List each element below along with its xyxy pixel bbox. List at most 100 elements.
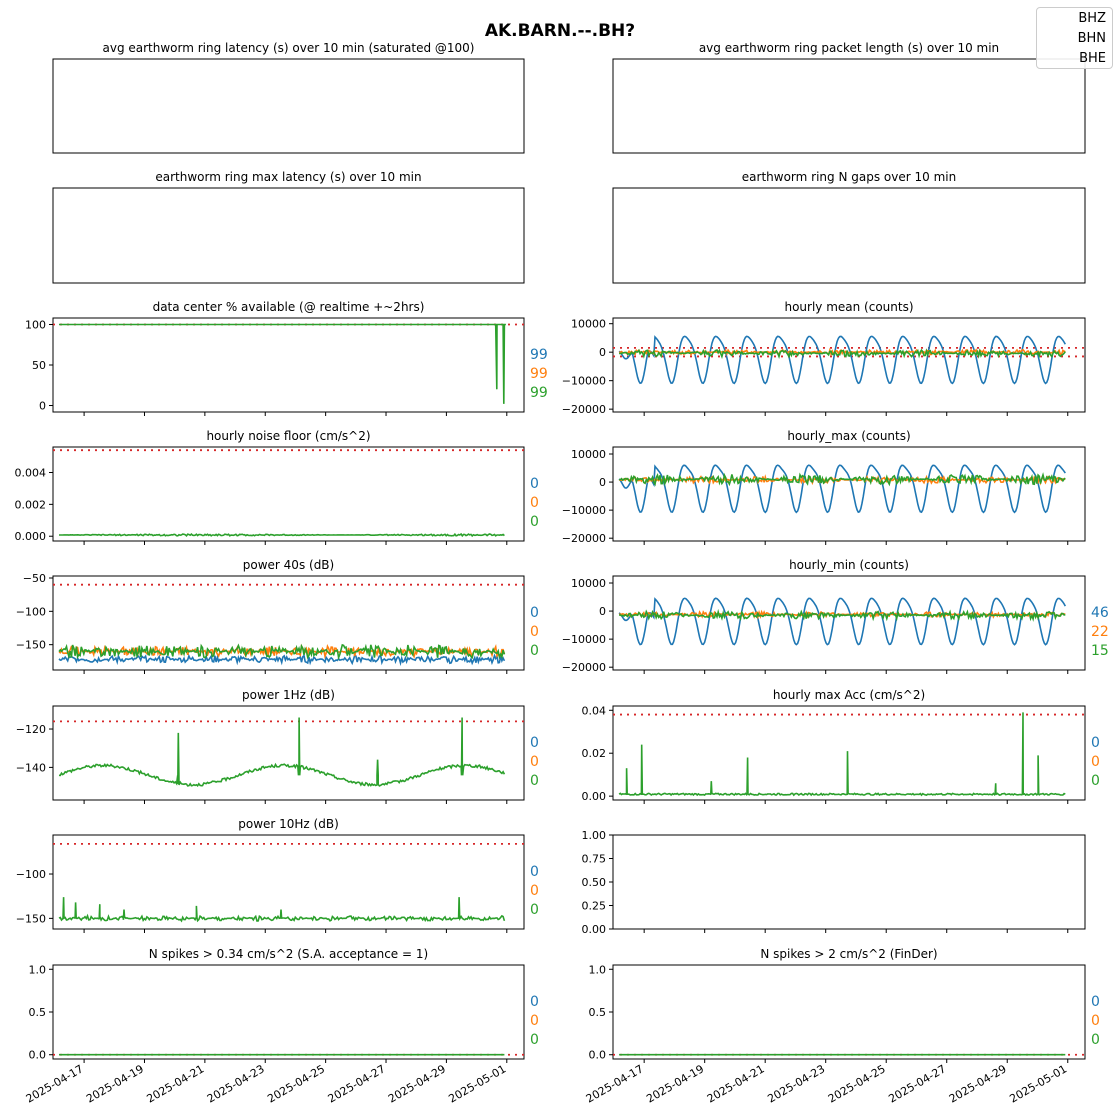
panel-power_10hz-ytick-label-1: −100 xyxy=(16,868,46,881)
panel-availability-side-label-2: 99 xyxy=(530,385,548,401)
panel-hourly_max-ytick-label-2: 0 xyxy=(599,476,606,489)
panel-noise_floor: hourly noise floor (cm/s^2) 0.000 0.002 0.0… xyxy=(15,429,539,545)
xtick-label-col0-1: 2025-04-19 xyxy=(84,1062,146,1105)
panel-n_spikes_034-ytick-label-0: 0.0 xyxy=(29,1049,47,1062)
panel-n_spikes_034-ytick-label-2: 1.0 xyxy=(29,963,47,976)
panel-availability-frame xyxy=(52,317,525,413)
figure-title: AK.BARN.--.BH? xyxy=(485,21,635,41)
legend-item-bhz: BHZ xyxy=(1043,9,1106,29)
xtick-label-col1-6: 2025-04-29 xyxy=(947,1062,1009,1105)
panel-power_40s-ytick-label-1: −100 xyxy=(16,605,46,618)
panel-hourly_min-ytick-label-1: −10000 xyxy=(562,633,606,646)
panel-noise_floor-frame xyxy=(52,446,525,542)
panel-n_spikes_034-side-label-1: 0 xyxy=(530,1013,539,1029)
panel-hourly_min-side-label-1: 22 xyxy=(1091,624,1109,640)
panel-power_10hz-ytick-label-0: −150 xyxy=(16,912,46,925)
panel-ring_packet_length-title: avg earthworm ring packet length (s) ove… xyxy=(699,41,999,55)
panel-power_10hz-title: power 10Hz (dB) xyxy=(238,817,339,831)
panel-hourly_min-series-bhe xyxy=(618,608,1066,622)
legend: BHZ BHN BHE xyxy=(1036,7,1113,69)
panel-hourly_min-ytick-label-0: −20000 xyxy=(562,661,606,674)
panel-ring_max_latency-title: earthworm ring max latency (s) over 10 m… xyxy=(155,170,421,184)
panel-hourly_max_acc-ytick-label-1: 0.02 xyxy=(582,747,607,760)
panel-n_spikes_2-side-label-2: 0 xyxy=(1091,1032,1100,1048)
panel-hourly_max_acc-side-label-0: 0 xyxy=(1091,735,1100,751)
panel-hourly_max_acc-ytick-label-0: 0.00 xyxy=(582,790,607,803)
panel-power_10hz-side-label-2: 0 xyxy=(530,902,539,918)
panel-availability-ytick-label-1: 50 xyxy=(32,359,46,372)
xtick-label-col1-0: 2025-04-17 xyxy=(584,1062,646,1105)
panel-power_40s-series-bhz xyxy=(58,653,506,667)
panel-empty_panel-ytick-label-4: 1.00 xyxy=(582,829,607,842)
panel-hourly_min-frame xyxy=(612,575,1086,671)
panel-hourly_mean-series-bhz xyxy=(618,335,1067,385)
xtick-label-col0-2: 2025-04-21 xyxy=(144,1062,206,1105)
panel-n_spikes_2: N spikes > 2 cm/s^2 (FinDer) 0.0 0.5 1.0 0 0 0 xyxy=(589,947,1100,1063)
legend-label-bhn: BHN xyxy=(1077,31,1106,46)
panel-power_1hz-frame xyxy=(52,705,525,801)
panel-availability-ytick-label-2: 100 xyxy=(25,318,46,331)
panel-n_spikes_034-frame xyxy=(52,964,525,1060)
panel-hourly_max-title: hourly_max (counts) xyxy=(787,429,910,443)
panels: avg earthworm ring latency (s) over 10 m… xyxy=(15,41,1109,1106)
panel-hourly_max-frame xyxy=(612,446,1086,542)
panel-availability-side-label-1: 99 xyxy=(530,366,548,382)
panel-n_spikes_2-ytick-label-1: 0.5 xyxy=(589,1006,607,1019)
legend-item-bhn: BHN xyxy=(1043,29,1106,49)
panel-hourly_max_acc: hourly max Acc (cm/s^2) 0.00 0.02 0.04 0 0 0 xyxy=(582,688,1100,804)
panel-hourly_min-side-label-0: 46 xyxy=(1091,605,1109,621)
panel-hourly_max: hourly_max (counts) −20000 −10000 0 10000 xyxy=(562,429,1086,545)
panel-n_spikes_2-ytick-label-2: 1.0 xyxy=(589,963,607,976)
panel-power_1hz-ytick-label-0: −140 xyxy=(16,761,46,774)
panel-n_spikes_2-side-label-0: 0 xyxy=(1091,994,1100,1010)
panel-power_40s-ytick-label-0: −150 xyxy=(16,639,46,652)
xtick-label-col1-7: 2025-05-01 xyxy=(1007,1062,1069,1105)
panel-power_1hz-ytick-label-1: −120 xyxy=(16,723,46,736)
panel-hourly_max-series-bhe xyxy=(618,472,1066,487)
panel-hourly_mean-ytick-label-1: −10000 xyxy=(562,375,606,388)
xtick-label-col0-6: 2025-04-29 xyxy=(386,1062,448,1105)
xtick-label-col1-4: 2025-04-25 xyxy=(826,1062,888,1105)
legend-label-bhz: BHZ xyxy=(1078,11,1106,26)
panel-power_10hz: power 10Hz (dB) −150 −100 0 0 0 xyxy=(16,817,539,933)
panel-n_spikes_034-side-label-2: 0 xyxy=(530,1032,539,1048)
legend-label-bhe: BHE xyxy=(1079,51,1106,66)
panel-hourly_max_acc-side-label-2: 0 xyxy=(1091,773,1100,789)
panel-power_1hz-side-label-1: 0 xyxy=(530,754,539,770)
panel-power_40s-series-bhe xyxy=(58,643,506,661)
panel-hourly_max-series-bhz xyxy=(618,464,1066,514)
xtick-label-col0-5: 2025-04-27 xyxy=(326,1062,388,1105)
panel-ring_packet_length-frame xyxy=(612,58,1086,154)
panel-hourly_min-series-bhz xyxy=(618,597,1067,646)
panel-power_10hz-frame xyxy=(52,834,525,930)
panel-n_spikes_2-title: N spikes > 2 cm/s^2 (FinDer) xyxy=(760,947,937,961)
panel-hourly_mean-title: hourly mean (counts) xyxy=(784,300,913,314)
panel-n_spikes_2-side-label-1: 0 xyxy=(1091,1013,1100,1029)
xtick-label-col0-4: 2025-04-25 xyxy=(265,1062,327,1105)
panel-power_10hz-series-bhe xyxy=(58,897,506,923)
panel-empty_panel: 0.00 0.25 0.50 0.75 1.00 xyxy=(582,829,1086,936)
panel-power_1hz-side-label-2: 0 xyxy=(530,773,539,789)
panel-hourly_mean-ytick-label-0: −20000 xyxy=(562,403,606,416)
panel-availability-side-label-0: 99 xyxy=(530,347,548,363)
panel-availability-title: data center % available (@ realtime +~2h… xyxy=(153,300,425,314)
panel-ring_latency-frame xyxy=(52,58,525,154)
panel-n_spikes_034-ytick-label-1: 0.5 xyxy=(29,1006,47,1019)
panel-power_40s: power 40s (dB) −150 −100 −50 0 0 0 xyxy=(16,558,539,674)
panel-noise_floor-series-bhe xyxy=(59,532,505,538)
panel-hourly_min-side-label-2: 15 xyxy=(1091,643,1109,659)
panel-noise_floor-side-label-2: 0 xyxy=(530,514,539,530)
panel-ring_n_gaps-frame xyxy=(612,187,1086,284)
panel-n_spikes_2-ytick-label-0: 0.0 xyxy=(589,1049,607,1062)
xtick-label-col1-3: 2025-04-23 xyxy=(765,1062,827,1105)
panel-noise_floor-ytick-label-0: 0.000 xyxy=(15,530,47,543)
panel-power_40s-side-label-0: 0 xyxy=(530,605,539,621)
panel-power_1hz-side-label-0: 0 xyxy=(530,735,539,751)
panel-hourly_max_acc-frame xyxy=(612,705,1086,801)
panel-ring_n_gaps-title: earthworm ring N gaps over 10 min xyxy=(742,170,956,184)
panel-empty_panel-frame xyxy=(612,834,1086,930)
panel-hourly_min-title: hourly_min (counts) xyxy=(789,558,909,572)
panel-ring_latency-title: avg earthworm ring latency (s) over 10 m… xyxy=(103,41,475,55)
panel-hourly_min-ytick-label-2: 0 xyxy=(599,605,606,618)
